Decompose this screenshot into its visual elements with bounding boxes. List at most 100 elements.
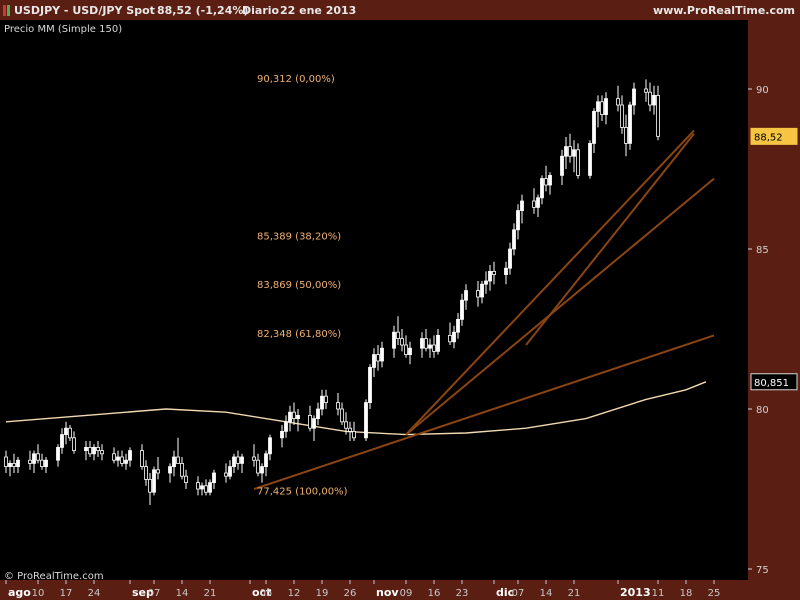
candle-body-down — [204, 485, 208, 493]
candle-body-down — [340, 408, 344, 423]
fib-level-label: 90,312 (0,00%) — [257, 74, 335, 85]
candle-body-up — [288, 411, 292, 423]
candle-body-up — [280, 430, 284, 439]
candle-body-down — [72, 437, 76, 451]
candle-body-down — [616, 98, 620, 106]
candle-body-down — [256, 459, 260, 474]
candle-body-up — [228, 466, 232, 477]
candle-body-up — [548, 174, 552, 186]
candle-body-up — [392, 331, 396, 349]
x-tick-label: dic — [496, 586, 514, 599]
candle-body-up — [536, 197, 540, 208]
candle-body-up — [460, 299, 464, 320]
y-tick-label: 75 — [756, 565, 769, 576]
candle-body-down — [12, 462, 16, 467]
candle-body-up — [428, 344, 432, 349]
price-badges: 88,52 80,851 — [750, 127, 798, 391]
x-tick-label: 12 — [288, 588, 301, 599]
x-tick-label: 14 — [540, 588, 553, 599]
x-tick-label: 16 — [428, 588, 441, 599]
candle-body-up — [512, 229, 516, 250]
candle-body-up — [456, 318, 460, 333]
candle-body-up — [380, 347, 384, 362]
y-axis: 75 80 85 90 — [748, 85, 769, 576]
candle-body-up — [92, 446, 96, 455]
candle-body-down — [88, 446, 92, 455]
price-axis-panel[interactable] — [748, 20, 800, 580]
x-tick-label: 18 — [680, 588, 693, 599]
candle-body-up — [420, 338, 424, 349]
candle-body-up — [44, 459, 48, 468]
candle-body-up — [312, 418, 316, 429]
candle-body-up — [560, 155, 564, 176]
x-tick-label: 14 — [176, 588, 189, 599]
candle-body-up — [436, 334, 440, 352]
candle-body-down — [308, 414, 312, 429]
candle-body-up — [480, 283, 484, 298]
candle-body-down — [96, 446, 100, 451]
candle-body-up — [372, 354, 376, 368]
candle-body-up — [604, 98, 608, 115]
x-tick-label: 23 — [456, 588, 469, 599]
candle-body-down — [432, 344, 436, 352]
header-symbol: USDJPY - USD/JPY Spot — [14, 4, 155, 17]
fib-level-label: 82,348 (61,80%) — [257, 329, 341, 340]
candle-body-down — [600, 101, 604, 116]
candle-body-down — [624, 127, 628, 144]
candle-body-up — [504, 267, 508, 276]
candle-body-up — [16, 459, 20, 468]
candle-body-up — [56, 446, 60, 461]
candle-body-up — [364, 402, 368, 439]
fan-line — [253, 334, 715, 490]
header-date: 22 ene 2013 — [280, 4, 356, 17]
candle-body-up — [168, 466, 172, 474]
candle-body-down — [448, 334, 452, 343]
candle-body-up — [508, 248, 512, 269]
x-tick-label: sep — [132, 586, 154, 599]
indicator-legend: Precio MM (Simple 150) — [4, 24, 122, 35]
candle-body-up — [212, 472, 216, 483]
candle-body-up — [240, 456, 244, 464]
y-tick-label: 80 — [756, 405, 769, 416]
x-tick-label: 07 — [512, 588, 525, 599]
candle-body-down — [324, 395, 328, 404]
ma-value-badge — [750, 373, 798, 391]
candle-body-up — [488, 270, 492, 282]
candle-body-up — [84, 446, 88, 451]
header-period: Diario — [242, 4, 280, 17]
candle-body-up — [32, 453, 36, 464]
candle-body-down — [336, 402, 340, 410]
candle-body-down — [476, 290, 480, 298]
x-tick-label: 2013 — [620, 586, 651, 599]
candle-body-up — [260, 466, 264, 474]
x-tick-label: 25 — [708, 588, 721, 599]
candle-body-up — [464, 290, 468, 301]
candle-body-up — [232, 456, 236, 467]
x-tick-label: nov — [376, 586, 399, 599]
x-tick-label: 21 — [204, 588, 217, 599]
candle-body-down — [532, 200, 536, 208]
time-axis-panel[interactable] — [0, 580, 800, 600]
candle-body-up — [200, 485, 204, 490]
candle-body-up — [632, 88, 636, 106]
candle-body-down — [36, 453, 40, 461]
header-bar — [0, 0, 800, 20]
candle-body-up — [540, 178, 544, 199]
candle-body-up — [172, 456, 176, 467]
x-tick-label: oct — [252, 586, 271, 599]
candle-body-down — [148, 478, 152, 493]
header-site[interactable]: www.ProRealTime.com — [653, 4, 795, 17]
candle-body-up — [64, 427, 68, 436]
candle-body-down — [252, 456, 256, 461]
candle-body-down — [348, 427, 352, 432]
candle-body-up — [60, 434, 64, 448]
instrument-color-icon — [3, 5, 6, 16]
x-tick-label: 17 — [60, 588, 73, 599]
candle-body-up — [128, 450, 132, 461]
x-tick-label: 21 — [568, 588, 581, 599]
candles-layer — [4, 79, 660, 505]
candle-body-up — [572, 149, 576, 157]
candle-body-down — [292, 411, 296, 420]
